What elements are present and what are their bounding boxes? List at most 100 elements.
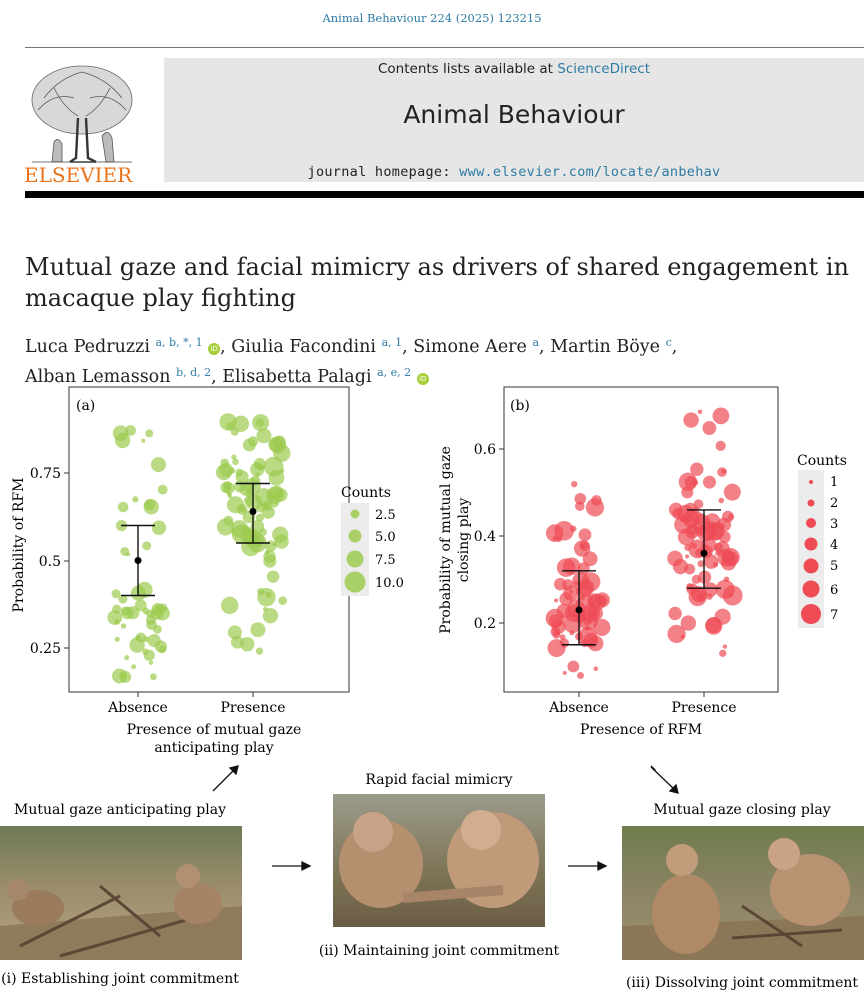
photo-establishing — [0, 826, 242, 960]
data-point-a — [262, 607, 279, 624]
orcid-icon[interactable]: iD — [416, 373, 429, 385]
data-point-a — [236, 503, 248, 515]
data-point-b — [596, 595, 608, 606]
data-point-b — [579, 540, 590, 552]
summary-marks-a — [121, 482, 270, 597]
data-point-a — [265, 591, 272, 598]
homepage-link[interactable]: www.elsevier.com/locate/anbehav — [459, 164, 721, 180]
data-point-b — [667, 624, 686, 644]
ytick-label: 0.25 — [30, 641, 61, 657]
legend-entry-b: 4 — [830, 538, 838, 553]
author-name[interactable]: Alban Lemasson — [25, 367, 171, 387]
author-name[interactable]: Elisabetta Palagi — [222, 367, 372, 387]
author-separator: , — [539, 337, 551, 357]
data-point-a — [250, 622, 266, 638]
data-point-a — [272, 526, 289, 543]
arrowhead-icon — [301, 860, 312, 872]
arrow-icon — [650, 765, 657, 770]
data-point-a — [117, 501, 129, 513]
author-affiliation[interactable]: c — [665, 336, 672, 349]
legend-key-a — [350, 509, 360, 519]
author[interactable]: Elisabetta Palagi a, e, 2 iD — [222, 366, 429, 387]
legend-entry-b: 1 — [830, 475, 838, 490]
author[interactable]: Luca Pedruzzi a, b, *, 1 iD — [25, 336, 221, 357]
data-point-a — [269, 498, 279, 508]
data-point-b — [715, 541, 730, 556]
sciencedirect-link[interactable]: ScienceDirect — [557, 61, 651, 77]
data-point-b — [581, 583, 588, 589]
author-affiliation[interactable]: a, b, *, 1 — [155, 336, 203, 349]
photo-maintaining — [333, 794, 545, 927]
mean-point — [700, 549, 708, 557]
data-point-a — [151, 520, 167, 535]
author-name[interactable]: Martin Böye — [550, 337, 661, 357]
author[interactable]: Martin Böye c — [550, 336, 672, 357]
data-point-b — [683, 412, 699, 428]
graphical-abstract-charts: (a) 0.75 0.5 0.25 Absence Presence Prese… — [11, 386, 847, 770]
data-point-b — [576, 672, 584, 680]
legend-key-b — [806, 518, 816, 528]
legend-entry-a: 5.0 — [375, 530, 396, 545]
author-separator: , — [402, 337, 414, 357]
data-point-a — [266, 570, 280, 583]
author-affiliation[interactable]: a, 1 — [381, 336, 403, 349]
orcid-icon[interactable]: iD — [208, 343, 221, 355]
data-point-b — [722, 510, 734, 523]
caption-stage-iii: (iii) Dissolving joint commitment — [626, 975, 858, 991]
data-point-b — [672, 507, 685, 520]
data-point-a — [144, 499, 156, 511]
author-affiliation[interactable]: a, e, 2 — [377, 366, 412, 379]
data-point-b — [723, 576, 730, 583]
legend-entry-b: 5 — [830, 559, 838, 574]
data-point-a — [243, 495, 254, 506]
data-point-b — [721, 555, 737, 571]
contents-prefix: Contents lists available at — [377, 61, 558, 77]
author-affiliation[interactable]: a — [532, 336, 540, 349]
data-point-b — [719, 649, 727, 658]
data-point-a — [114, 636, 120, 642]
panel-label-b: (b) — [510, 398, 530, 414]
data-point-a — [255, 418, 265, 428]
data-point-b — [575, 501, 585, 511]
author-separator: , — [220, 337, 232, 357]
data-point-b — [697, 560, 705, 568]
data-point-a — [264, 550, 270, 555]
author[interactable]: Giulia Facondini a, 1 — [231, 336, 403, 357]
journal-reference[interactable]: Animal Behaviour 224 (2025) 123215 — [322, 11, 542, 25]
data-point-b — [667, 550, 683, 567]
arrowhead-icon — [668, 783, 679, 794]
data-point-a — [135, 632, 147, 643]
caption-rfm: Rapid facial mimicry — [365, 772, 512, 788]
author-name[interactable]: Luca Pedruzzi — [25, 337, 150, 357]
mean-point — [249, 508, 257, 515]
panel-label-a: (a) — [76, 398, 95, 414]
author[interactable]: Alban Lemasson b, d, 2 — [25, 366, 212, 387]
data-point-b — [574, 492, 587, 505]
data-point-a — [131, 664, 137, 670]
author[interactable]: Simone Aere a — [413, 336, 540, 357]
data-point-b — [562, 557, 581, 575]
legend-key-b — [809, 480, 813, 484]
data-point-a — [145, 429, 154, 438]
author-affiliation[interactable]: b, d, 2 — [176, 366, 212, 379]
data-point-b — [690, 462, 704, 476]
data-point-b — [588, 605, 603, 621]
data-point-a — [255, 647, 264, 655]
data-point-a — [141, 438, 146, 443]
data-point-b — [573, 580, 579, 586]
data-point-b — [591, 495, 602, 506]
author-name[interactable]: Simone Aere — [413, 337, 527, 357]
monkey-photo-icon — [622, 838, 864, 960]
data-point-b — [717, 467, 727, 477]
data-point-a — [227, 625, 242, 640]
legend-key-a — [348, 529, 362, 543]
data-point-b — [580, 639, 589, 648]
author-name[interactable]: Giulia Facondini — [231, 337, 376, 357]
data-point-a — [232, 415, 250, 433]
data-point-a — [255, 488, 273, 506]
data-point-a — [253, 457, 266, 471]
data-point-a — [241, 537, 261, 557]
header-thick-rule — [25, 191, 864, 198]
data-point-b — [668, 606, 682, 621]
data-point-a — [223, 515, 234, 526]
